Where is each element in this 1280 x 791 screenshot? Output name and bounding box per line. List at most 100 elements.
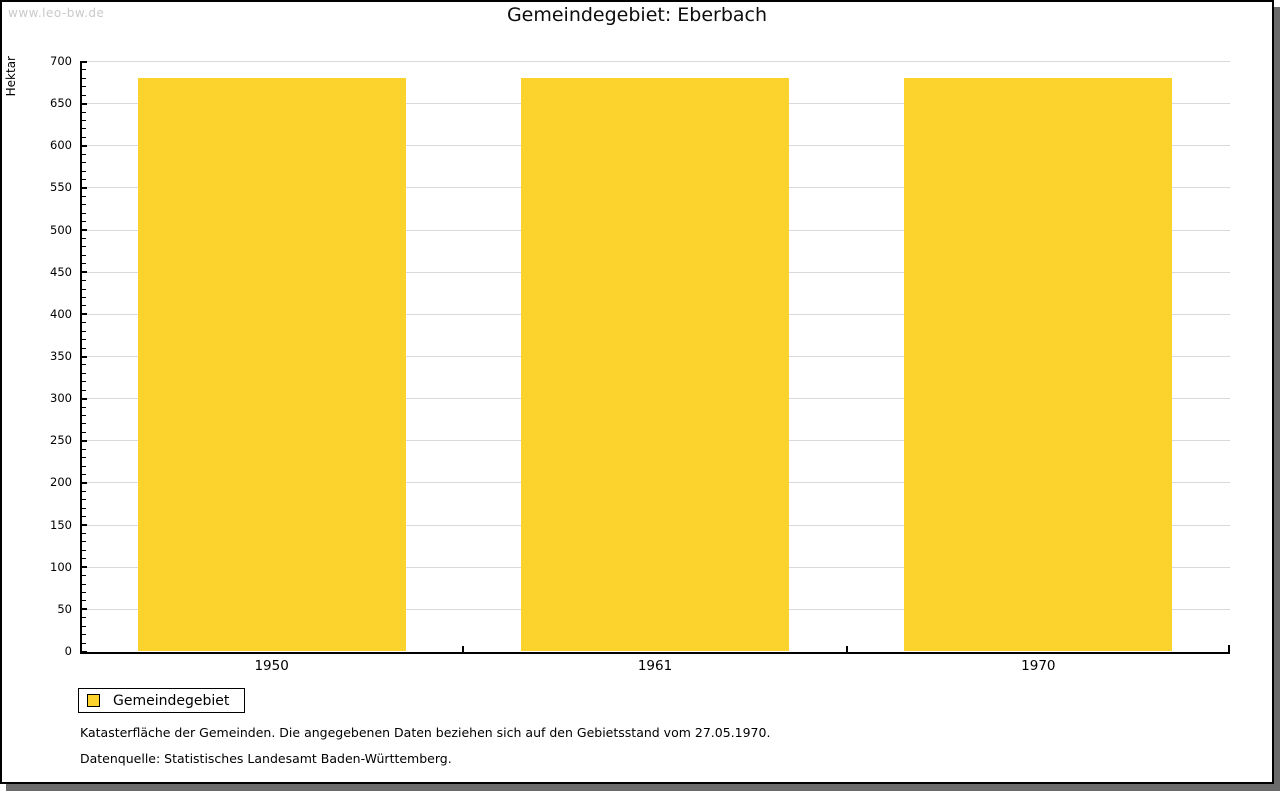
y-minor-tick-180 — [82, 499, 86, 501]
legend-swatch — [87, 694, 100, 707]
x-axis-end-tick — [1228, 644, 1230, 652]
y-major-tick-550 — [82, 186, 87, 189]
y-minor-tick-680 — [82, 77, 86, 79]
y-minor-tick-310 — [82, 389, 86, 391]
bar-1961 — [521, 78, 789, 652]
y-minor-tick-280 — [82, 415, 86, 416]
y-minor-tick-410 — [82, 305, 86, 307]
y-tick-label-150: 150 — [50, 517, 72, 532]
y-minor-tick-630 — [82, 120, 86, 121]
y-minor-tick-40 — [82, 617, 86, 619]
y-minor-tick-290 — [82, 406, 86, 408]
y-tick-label-0: 0 — [64, 644, 72, 658]
y-minor-tick-360 — [82, 347, 86, 349]
y-minor-tick-210 — [82, 474, 86, 475]
category-label-1961: 1961 — [637, 658, 673, 674]
y-tick-label-100: 100 — [50, 559, 72, 574]
y-tick-label-300: 300 — [50, 391, 72, 406]
y-major-tick-50 — [82, 608, 87, 611]
category-label-1950: 1950 — [254, 658, 289, 674]
y-tick-label-400: 400 — [50, 306, 72, 321]
y-minor-tick-510 — [82, 221, 86, 223]
footnote-description: Katasterfläche der Gemeinden. Die angege… — [80, 725, 771, 740]
y-minor-tick-370 — [82, 339, 86, 341]
y-minor-tick-220 — [82, 465, 86, 467]
y-minor-tick-80 — [82, 583, 86, 585]
y-tick-label-550: 550 — [50, 180, 72, 195]
y-minor-tick-160 — [82, 516, 86, 518]
y-minor-tick-640 — [82, 111, 86, 113]
x-boundary-tick-2 — [845, 645, 848, 652]
y-tick-label-350: 350 — [50, 349, 72, 363]
y-tick-label-650: 650 — [50, 96, 72, 111]
y-minor-tick-130 — [82, 541, 86, 543]
y-minor-tick-430 — [82, 288, 86, 290]
y-minor-tick-490 — [82, 238, 86, 239]
y-major-tick-200 — [82, 481, 87, 484]
y-minor-tick-120 — [82, 549, 86, 551]
chart-title: Gemeindegebiet: Eberbach — [506, 4, 768, 26]
y-tick-label-600: 600 — [50, 138, 72, 153]
y-minor-tick-170 — [82, 507, 86, 509]
y-minor-tick-70 — [82, 592, 86, 593]
y-minor-tick-570 — [82, 170, 86, 172]
footnote-source: Datenquelle: Statistisches Landesamt Bad… — [80, 751, 452, 766]
x-boundary-tick-1 — [462, 645, 465, 652]
y-minor-tick-540 — [82, 195, 86, 197]
bar-1950 — [137, 78, 406, 652]
y-minor-tick-460 — [82, 263, 86, 265]
y-major-tick-700 — [82, 60, 87, 63]
watermark: www.leo-bw.de — [8, 6, 105, 20]
y-minor-tick-610 — [82, 136, 86, 138]
y-tick-label-450: 450 — [50, 264, 72, 279]
y-major-tick-250 — [82, 439, 87, 442]
x-axis-line — [80, 651, 1230, 654]
y-tick-label-50: 50 — [57, 601, 72, 616]
y-minor-tick-190 — [82, 490, 86, 492]
gridline-700 — [82, 61, 1230, 62]
y-minor-tick-620 — [82, 128, 86, 130]
y-minor-tick-110 — [82, 558, 86, 560]
y-minor-tick-440 — [82, 280, 86, 282]
y-minor-tick-520 — [82, 212, 86, 214]
legend: Gemeindegebiet — [78, 688, 246, 713]
y-major-tick-650 — [82, 102, 87, 105]
y-minor-tick-270 — [82, 423, 86, 425]
y-minor-tick-590 — [82, 153, 86, 155]
y-minor-tick-470 — [82, 254, 86, 256]
y-minor-tick-660 — [82, 94, 86, 96]
y-minor-tick-20 — [82, 634, 86, 636]
y-major-tick-450 — [82, 271, 87, 274]
legend-label: Gemeindegebiet — [113, 692, 230, 709]
y-minor-tick-380 — [82, 330, 86, 332]
y-minor-tick-140 — [82, 533, 86, 534]
y-tick-label-250: 250 — [50, 433, 72, 448]
y-minor-tick-90 — [82, 575, 86, 577]
category-label-1970: 1970 — [1021, 658, 1056, 674]
y-minor-tick-530 — [82, 204, 86, 206]
y-minor-tick-690 — [82, 69, 86, 71]
y-minor-tick-480 — [82, 246, 86, 248]
y-major-tick-150 — [82, 524, 87, 527]
y-major-tick-100 — [82, 566, 87, 569]
y-minor-tick-260 — [82, 431, 86, 433]
y-minor-tick-240 — [82, 448, 86, 450]
y-minor-tick-330 — [82, 372, 86, 374]
y-minor-tick-390 — [82, 322, 86, 324]
plot-area: 0 50 100 150 200 250 300 350 400 450 500 550 600 650 7… — [2, 2, 1272, 782]
y-minor-tick-10 — [82, 642, 86, 644]
y-tick-label-200: 200 — [50, 475, 72, 490]
y-minor-tick-340 — [82, 364, 86, 366]
y-major-tick-400 — [82, 313, 87, 316]
y-major-tick-300 — [82, 397, 87, 400]
y-minor-tick-670 — [82, 86, 86, 88]
y-major-tick-500 — [82, 229, 87, 232]
y-tick-label-700: 700 — [50, 54, 72, 68]
y-minor-tick-420 — [82, 297, 86, 298]
y-major-tick-350 — [82, 355, 87, 358]
bar-1970 — [904, 78, 1173, 652]
y-minor-tick-230 — [82, 457, 86, 459]
y-major-tick-600 — [82, 144, 87, 147]
y-axis-line — [80, 60, 82, 654]
